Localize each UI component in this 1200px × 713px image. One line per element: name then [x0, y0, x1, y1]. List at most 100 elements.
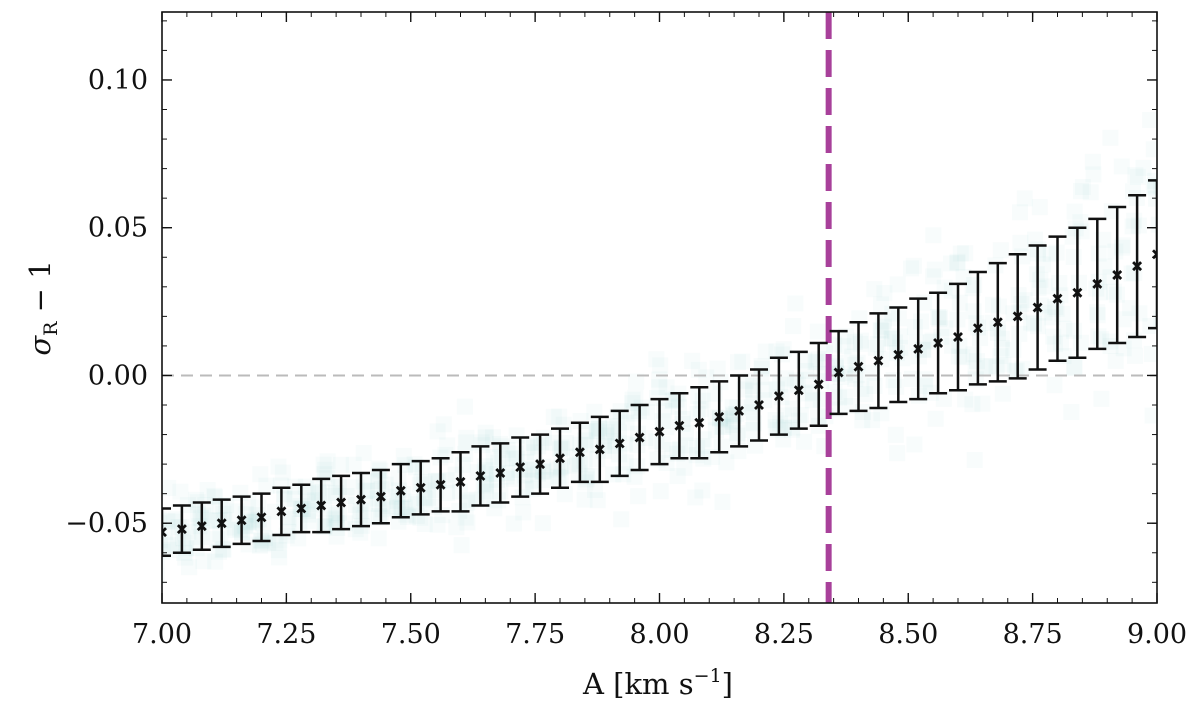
scatter-square	[328, 528, 345, 545]
scatter-square	[1156, 165, 1157, 182]
scatter-square	[1036, 278, 1053, 295]
scatter-square	[809, 323, 826, 340]
scatter-square	[972, 330, 989, 347]
scatter-square	[1153, 178, 1157, 195]
scatter-square	[272, 477, 289, 494]
mean-marker	[555, 453, 565, 464]
scatter-square	[729, 427, 746, 444]
errorbar-point	[1048, 235, 1067, 362]
errorbar-point	[252, 492, 271, 543]
scatter-square	[949, 253, 966, 270]
scatter-square	[458, 429, 475, 446]
errorbar-point	[909, 297, 928, 401]
scatter-square	[1093, 390, 1110, 407]
scatter-square	[676, 459, 693, 476]
scatter-square	[530, 465, 547, 482]
mean-marker	[992, 317, 1003, 328]
mean-marker	[316, 500, 327, 511]
scatter-square	[658, 419, 675, 436]
scatter-square	[949, 255, 966, 272]
scatter-square	[326, 511, 343, 528]
scatter-square	[1051, 275, 1068, 292]
errorbar-point	[531, 433, 550, 495]
scatter-square	[605, 418, 622, 435]
errorbar-point	[212, 498, 231, 549]
scatter-square	[804, 392, 821, 409]
scatter-square	[370, 507, 387, 524]
mean-marker	[475, 470, 486, 481]
scatter-square	[453, 537, 470, 554]
scatter-square	[517, 479, 534, 496]
scatter-square	[530, 438, 547, 455]
scatter-square	[883, 330, 900, 347]
scatter-square	[652, 357, 669, 374]
scatter-square	[553, 439, 570, 456]
scatter-square	[459, 514, 476, 531]
scatter-square	[162, 568, 165, 585]
scatter-square	[448, 519, 465, 536]
errorbar-point	[371, 468, 390, 525]
scatter-square	[892, 328, 909, 345]
errorbar-point	[710, 380, 729, 454]
scatter-square	[505, 515, 522, 532]
scatter-square	[1115, 311, 1132, 328]
mean-marker	[1012, 311, 1023, 322]
scatter-square	[757, 343, 774, 360]
scatter-square	[889, 445, 906, 462]
scatter-square	[1113, 158, 1130, 175]
scatter-square	[729, 425, 746, 442]
scatter-square	[875, 318, 892, 335]
errorbar-point	[789, 350, 808, 430]
errorbar-point	[610, 409, 629, 478]
scatter-square	[187, 491, 204, 508]
scatter-square	[994, 385, 1011, 402]
scatter-square	[505, 450, 522, 467]
scatter-square	[485, 429, 502, 446]
scatter-square	[629, 425, 646, 442]
scatter-square	[903, 260, 920, 277]
mean-marker	[495, 467, 506, 478]
scatter-square	[753, 369, 770, 386]
scatter-square	[1145, 179, 1157, 196]
scatter-square	[212, 497, 229, 514]
scatter-square	[1090, 245, 1107, 262]
scatter-square	[162, 485, 164, 502]
mean-marker	[972, 323, 983, 334]
y-axis-label: σR − 1	[23, 260, 62, 355]
scatter-square	[586, 482, 603, 499]
scatter-square	[553, 440, 570, 457]
axis-ticks: 7.00 7.25 7.50 7.75 8.00 8.25 8.50 8.75 9.00 −0.0…	[65, 12, 1187, 650]
scatter-square	[1046, 377, 1063, 394]
scatter-square	[812, 391, 829, 408]
scatter-square	[545, 434, 562, 451]
mean-marker	[813, 379, 824, 390]
scatter-square	[852, 335, 869, 352]
scatter-square	[943, 282, 960, 299]
scatter-square	[162, 514, 164, 531]
scatter-square	[578, 423, 595, 440]
scatter-square	[664, 393, 681, 410]
scatter-square	[1047, 299, 1064, 316]
scatter-square	[846, 334, 863, 351]
errorbar-point	[968, 270, 987, 386]
scatter-square	[772, 415, 789, 432]
scatter-square	[358, 482, 375, 499]
scatter-square	[734, 353, 751, 370]
errorbar-point	[849, 321, 868, 413]
scatter-square	[808, 353, 825, 370]
scatter-square	[1142, 317, 1157, 334]
errorbar-point	[391, 462, 410, 519]
scatter-square	[692, 401, 709, 418]
scatter-square	[1065, 248, 1082, 265]
scatter-square	[199, 482, 216, 499]
scatter-square	[955, 269, 972, 286]
errorbar-point	[491, 442, 510, 504]
scatter-square	[1066, 203, 1083, 220]
scatter-square	[410, 496, 427, 513]
scatter-square	[550, 468, 567, 485]
errorbar-point	[1128, 193, 1147, 339]
errorbar-point	[1108, 205, 1127, 345]
scatter-square	[627, 389, 644, 406]
scatter-square	[534, 463, 551, 480]
scatter-square	[974, 395, 991, 412]
